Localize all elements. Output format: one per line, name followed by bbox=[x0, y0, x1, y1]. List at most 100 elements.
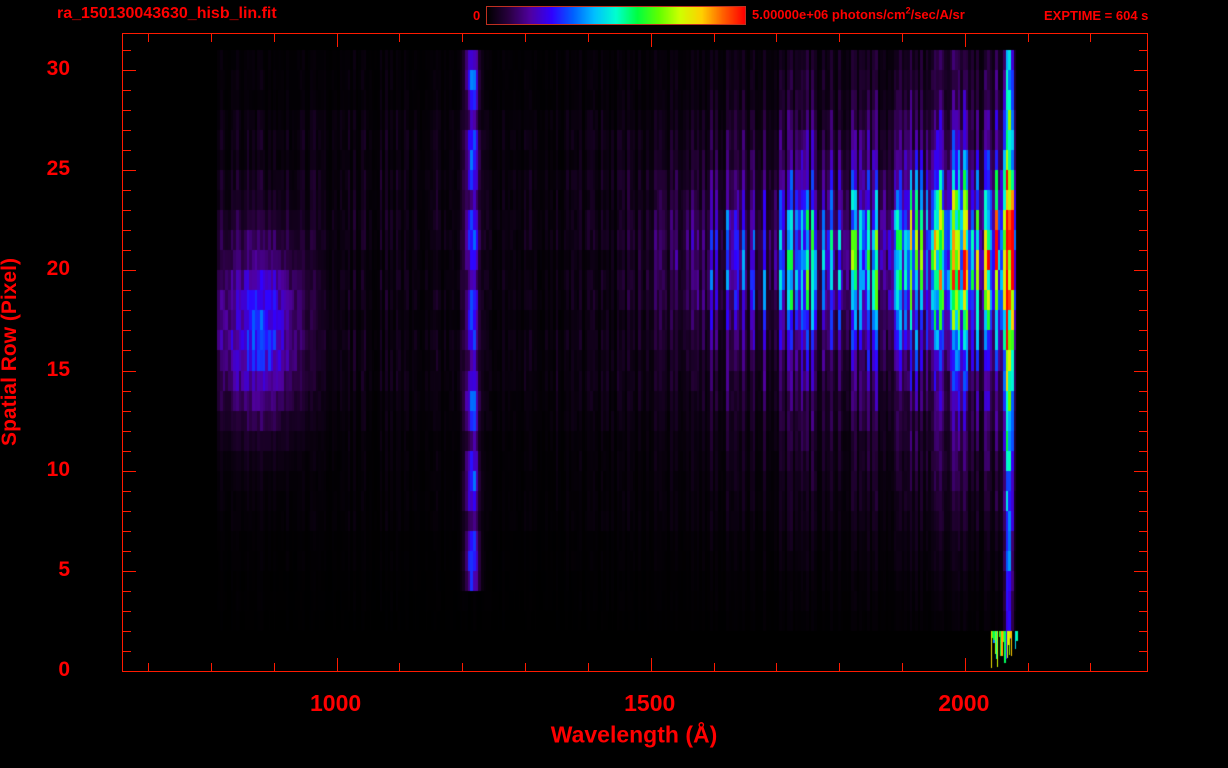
y-minor-tick-right bbox=[1139, 350, 1147, 351]
plot-frame bbox=[122, 33, 1148, 672]
y-tick-label: 30 bbox=[46, 57, 70, 81]
y-minor-tick bbox=[123, 110, 131, 111]
y-tick-label: 5 bbox=[58, 557, 70, 581]
y-minor-tick bbox=[123, 391, 131, 392]
x-minor-tick-top bbox=[525, 34, 526, 42]
colorbar-units-prefix: photons/cm bbox=[828, 7, 906, 22]
x-tick-label: 2000 bbox=[938, 690, 990, 716]
y-minor-tick bbox=[123, 150, 131, 151]
x-major-tick-top bbox=[965, 34, 966, 47]
y-minor-tick-right bbox=[1139, 330, 1147, 331]
x-major-tick bbox=[965, 658, 966, 671]
colorbar bbox=[486, 6, 746, 25]
y-axis-title: Spatial Row (Pixel) bbox=[0, 258, 21, 446]
x-tick-label: 1000 bbox=[310, 690, 362, 716]
x-major-tick bbox=[651, 658, 652, 671]
y-tick-label: 25 bbox=[46, 157, 70, 181]
spectrogram-image bbox=[123, 34, 1147, 671]
y-minor-tick-right bbox=[1139, 651, 1147, 652]
x-minor-tick bbox=[274, 663, 275, 671]
y-minor-tick bbox=[123, 350, 131, 351]
y-tick-label: 10 bbox=[46, 457, 70, 481]
y-tick-label: 0 bbox=[58, 658, 70, 681]
y-major-tick-right bbox=[1134, 471, 1147, 472]
x-minor-tick bbox=[525, 663, 526, 671]
y-minor-tick bbox=[123, 290, 131, 291]
y-minor-tick bbox=[123, 50, 131, 51]
y-major-tick-right bbox=[1134, 170, 1147, 171]
x-major-tick bbox=[337, 658, 338, 671]
y-minor-tick-right bbox=[1139, 591, 1147, 592]
x-minor-tick-top bbox=[588, 34, 589, 42]
y-minor-tick-right bbox=[1139, 611, 1147, 612]
y-minor-tick-right bbox=[1139, 310, 1147, 311]
y-minor-tick-right bbox=[1139, 90, 1147, 91]
x-minor-tick bbox=[714, 663, 715, 671]
y-minor-tick-right bbox=[1139, 391, 1147, 392]
y-minor-tick bbox=[123, 230, 131, 231]
y-minor-tick bbox=[123, 551, 131, 552]
y-minor-tick bbox=[123, 431, 131, 432]
y-minor-tick-right bbox=[1139, 631, 1147, 632]
x-minor-tick-top bbox=[399, 34, 400, 42]
x-minor-tick bbox=[1090, 663, 1091, 671]
x-minor-tick-top bbox=[462, 34, 463, 42]
x-minor-tick-top bbox=[211, 34, 212, 42]
y-major-tick-right bbox=[1134, 270, 1147, 271]
y-tick-label: 15 bbox=[46, 357, 70, 381]
y-minor-tick bbox=[123, 411, 131, 412]
y-minor-tick bbox=[123, 451, 131, 452]
colorbar-max-label: 5.00000e+06 photons/cm2/sec/A/sr bbox=[752, 5, 965, 22]
y-minor-tick-right bbox=[1139, 511, 1147, 512]
y-major-tick bbox=[123, 270, 136, 271]
x-minor-tick-top bbox=[1090, 34, 1091, 42]
y-minor-tick-right bbox=[1139, 130, 1147, 131]
y-minor-tick-right bbox=[1139, 210, 1147, 211]
y-major-tick bbox=[123, 170, 136, 171]
y-major-tick bbox=[123, 571, 136, 572]
x-minor-tick bbox=[148, 663, 149, 671]
y-minor-tick-right bbox=[1139, 230, 1147, 231]
y-minor-tick bbox=[123, 130, 131, 131]
x-minor-tick-top bbox=[1028, 34, 1029, 42]
x-minor-tick bbox=[776, 663, 777, 671]
y-minor-tick bbox=[123, 611, 131, 612]
y-minor-tick-right bbox=[1139, 531, 1147, 532]
x-major-tick-top bbox=[651, 34, 652, 47]
y-minor-tick bbox=[123, 531, 131, 532]
y-minor-tick bbox=[123, 631, 131, 632]
y-minor-tick bbox=[123, 310, 131, 311]
x-major-tick-top bbox=[337, 34, 338, 47]
colorbar-max-value: 5.00000e+06 bbox=[752, 7, 829, 22]
x-minor-tick-top bbox=[776, 34, 777, 42]
x-minor-tick-top bbox=[839, 34, 840, 42]
y-minor-tick-right bbox=[1139, 250, 1147, 251]
y-minor-tick-right bbox=[1139, 50, 1147, 51]
y-minor-tick-right bbox=[1139, 110, 1147, 111]
x-minor-tick bbox=[1028, 663, 1029, 671]
x-minor-tick bbox=[399, 663, 400, 671]
x-minor-tick bbox=[902, 663, 903, 671]
colorbar-gradient bbox=[487, 7, 745, 24]
colorbar-min-label: 0 bbox=[473, 8, 481, 23]
y-minor-tick bbox=[123, 491, 131, 492]
x-minor-tick-top bbox=[148, 34, 149, 42]
exptime-label: EXPTIME = 604 s bbox=[1044, 8, 1149, 23]
y-minor-tick-right bbox=[1139, 190, 1147, 191]
y-minor-tick bbox=[123, 90, 131, 91]
y-major-tick bbox=[123, 70, 136, 71]
y-minor-tick bbox=[123, 511, 131, 512]
y-minor-tick bbox=[123, 250, 131, 251]
x-minor-tick-top bbox=[902, 34, 903, 42]
y-minor-tick-right bbox=[1139, 411, 1147, 412]
y-minor-tick bbox=[123, 591, 131, 592]
colorbar-units-exponent: 2 bbox=[905, 5, 911, 16]
x-minor-tick bbox=[462, 663, 463, 671]
y-minor-tick bbox=[123, 190, 131, 191]
y-major-tick bbox=[123, 471, 136, 472]
x-minor-tick-top bbox=[274, 34, 275, 42]
y-minor-tick-right bbox=[1139, 290, 1147, 291]
y-tick-label: 20 bbox=[46, 257, 70, 281]
x-minor-tick bbox=[211, 663, 212, 671]
